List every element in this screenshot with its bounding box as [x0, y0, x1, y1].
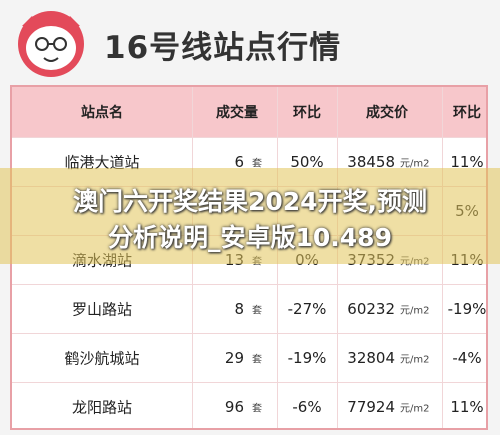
column-header: 站点名 — [81, 105, 123, 121]
column-header: 成交量 — [216, 105, 258, 121]
column-header: 成交价 — [366, 105, 408, 121]
volume: 8 — [234, 299, 244, 318]
price-unit: 元/m2 — [400, 354, 430, 365]
row-divider — [12, 284, 486, 285]
volume-mom: -6% — [292, 397, 322, 416]
column-header: 环比 — [453, 105, 481, 121]
price: 77924 — [347, 397, 395, 416]
volume-mom: -19% — [287, 348, 327, 367]
volume: 29 — [224, 348, 244, 367]
overlay-text: 分析说明_安卓版10.489 — [108, 223, 392, 252]
volume: 6 — [234, 152, 244, 171]
volume-unit: 套 — [252, 305, 262, 316]
station-name: 鹤沙航城站 — [64, 349, 140, 367]
price-mom: 11% — [450, 152, 484, 171]
price-mom: -19% — [447, 299, 487, 318]
price-unit: 元/m2 — [400, 403, 430, 414]
price: 38458 — [347, 152, 395, 171]
volume-mom: -27% — [287, 299, 327, 318]
table-header — [12, 87, 486, 137]
price-unit: 元/m2 — [400, 158, 430, 169]
volume-unit: 套 — [252, 403, 262, 414]
row-divider — [12, 137, 486, 138]
row-divider — [12, 382, 486, 383]
column-header: 环比 — [293, 105, 321, 121]
price-mom: -4% — [452, 348, 482, 367]
title: 16号线站点行情 — [104, 30, 342, 66]
volume: 96 — [224, 397, 244, 416]
station-name: 临港大道站 — [64, 153, 140, 171]
overlay-text: 澳门六开奖结果2024开奖,预测 — [72, 187, 428, 216]
logo — [18, 11, 84, 77]
volume-unit: 套 — [252, 354, 262, 365]
price: 60232 — [347, 299, 395, 318]
station-name: 罗山路站 — [71, 300, 133, 318]
volume-mom: 50% — [290, 152, 324, 171]
overlay-band — [0, 168, 500, 264]
price-mom: 11% — [450, 397, 484, 416]
row-divider — [12, 333, 486, 334]
station-name: 龙阳路站 — [71, 398, 133, 416]
price-unit: 元/m2 — [400, 305, 430, 316]
volume-unit: 套 — [252, 158, 262, 169]
price: 32804 — [347, 348, 395, 367]
